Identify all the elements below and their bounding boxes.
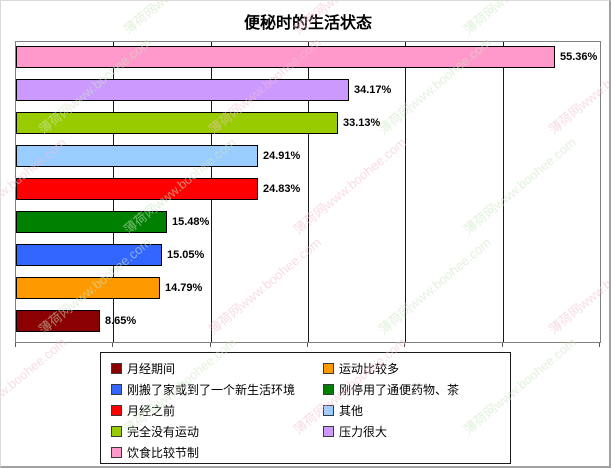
bar-value-label: 14.79% <box>165 282 203 294</box>
legend-color-swatch <box>323 405 334 416</box>
tick-mark <box>599 343 600 347</box>
tick-mark <box>501 343 503 347</box>
legend-label: 压力很大 <box>339 425 388 439</box>
bar <box>16 310 100 332</box>
bar <box>16 79 349 101</box>
legend-color-swatch <box>111 447 122 458</box>
legend-item: 月经期间 <box>111 358 323 379</box>
legend-label: 刚搬了家或到了一个新生活环境 <box>127 383 296 397</box>
bar-row: 55.36% <box>16 46 600 68</box>
legend-label: 运动比较多 <box>339 362 400 376</box>
legend-color-swatch <box>323 426 334 437</box>
legend-label: 完全没有运动 <box>127 425 200 439</box>
bar-value-label: 24.91% <box>263 150 301 162</box>
bar-value-label: 55.36% <box>560 51 598 63</box>
tick-mark <box>112 343 114 347</box>
legend-label: 月经之前 <box>127 404 176 418</box>
chart-title: 便秘时的生活状态 <box>243 15 372 32</box>
plot-inner: 55.36% 34.17% 33.13% 24.91% 24.83% 15.48… <box>16 42 600 342</box>
bar <box>16 211 167 233</box>
legend-item: 压力很大 <box>323 421 510 442</box>
bar-row: 15.05% <box>16 244 600 266</box>
bar <box>16 277 160 299</box>
bar-row: 34.17% <box>16 79 600 101</box>
gridline <box>405 42 407 342</box>
legend: 月经期间 运动比较多 刚搬了家或到了一个新生活环境 刚停用了通便药物、茶 月经之… <box>100 352 511 464</box>
legend-color-swatch <box>111 363 122 374</box>
tick-mark <box>15 343 16 347</box>
legend-label: 刚停用了通便药物、茶 <box>339 383 460 397</box>
bar-value-label: 34.17% <box>354 84 392 96</box>
gridline <box>308 42 309 342</box>
legend-item: 运动比较多 <box>323 358 510 379</box>
legend-label: 其他 <box>339 404 364 418</box>
legend-label: 饮食比较节制 <box>127 446 200 460</box>
bar-value-label: 15.05% <box>167 249 205 261</box>
legend-color-swatch <box>111 405 122 416</box>
legend-item: 月经之前 <box>111 400 323 421</box>
bar-value-label: 33.13% <box>343 117 381 129</box>
bar-value-label: 8.65% <box>105 315 137 327</box>
legend-color-swatch <box>323 384 334 395</box>
legend-item: 完全没有运动 <box>111 421 323 442</box>
legend-color-swatch <box>323 363 334 374</box>
bar-row: 14.79% <box>16 277 600 299</box>
tick-mark <box>307 343 308 347</box>
legend-color-swatch <box>111 384 122 395</box>
bar <box>16 46 555 68</box>
legend-item: 其他 <box>323 400 510 421</box>
bar-row: 8.65% <box>16 310 600 332</box>
bar <box>16 112 338 134</box>
bar-row: 15.48% <box>16 211 600 233</box>
bar-row: 24.91% <box>16 145 600 167</box>
legend-item: 刚搬了家或到了一个新生活环境 <box>111 379 323 400</box>
bar <box>16 244 162 266</box>
legend-item: 刚停用了通便药物、茶 <box>323 379 510 400</box>
watermark-text: 薄荷网www.boohee.com <box>0 334 69 438</box>
legend-item: 饮食比较节制 <box>111 442 323 463</box>
bar-row: 24.83% <box>16 178 600 200</box>
bar <box>16 178 258 200</box>
legend-color-swatch <box>111 426 122 437</box>
gridline <box>502 42 504 342</box>
legend-label: 月经期间 <box>127 362 176 376</box>
bar-value-label: 15.48% <box>172 216 210 228</box>
bar-row: 33.13% <box>16 112 600 134</box>
bar-value-label: 24.83% <box>263 183 301 195</box>
tick-mark <box>404 343 406 347</box>
bar <box>16 145 258 167</box>
plot-area: 55.36% 34.17% 33.13% 24.91% 24.83% 15.48… <box>15 41 601 343</box>
tick-mark <box>209 343 211 347</box>
